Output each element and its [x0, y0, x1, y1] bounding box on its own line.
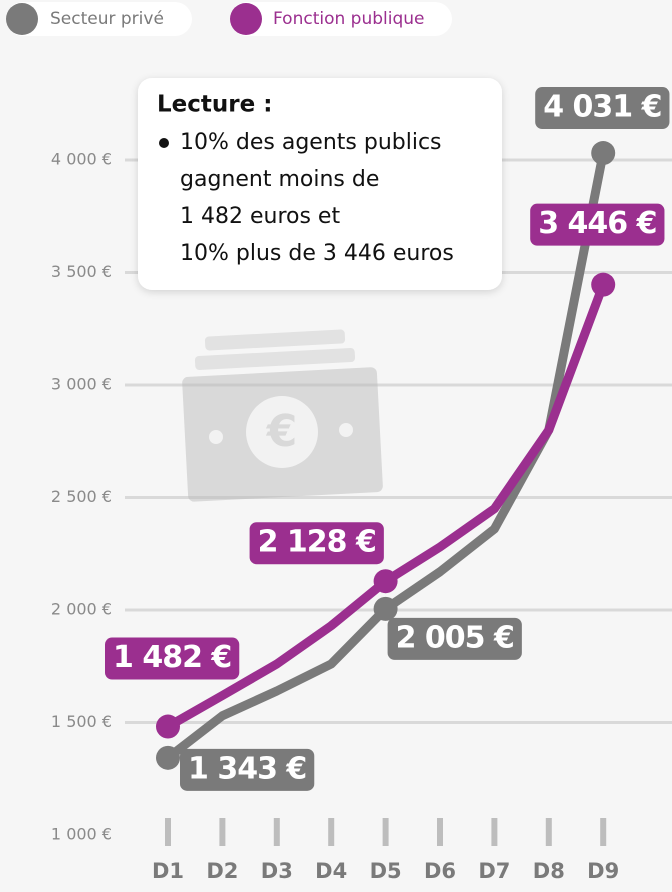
y-tick-label: 1 000 €	[51, 825, 112, 844]
annotation-title: Lecture :	[157, 92, 272, 118]
value-label: 4 031 €	[535, 87, 669, 129]
x-tick-label: D2	[206, 859, 238, 883]
y-tick-label: 3 500 €	[51, 262, 112, 281]
value-label: 1 343 €	[180, 749, 314, 791]
x-tick	[546, 818, 552, 846]
y-tick-label: 1 500 €	[51, 712, 112, 731]
chart: 1 000 € 1 500 € 2 000 € 2 500 € 3 000 € 3 500…	[0, 0, 672, 892]
value-label-text: 2 128 €	[258, 525, 376, 560]
annotation: Lecture : 10% des agents publics gagnent…	[138, 78, 502, 290]
value-label: 2 005 €	[388, 618, 522, 660]
x-tick	[165, 818, 171, 846]
x-tick-label: D9	[587, 859, 619, 883]
money-icon: €	[182, 329, 383, 502]
x-tick	[491, 818, 497, 846]
legend-label: Secteur privé	[50, 9, 164, 29]
y-tick-label: 2 000 €	[51, 600, 112, 619]
x-tick-label: D8	[533, 859, 565, 883]
point	[156, 746, 180, 770]
point	[591, 273, 615, 297]
legend-label: Fonction publique	[273, 9, 425, 29]
legend-swatch	[6, 3, 38, 35]
point	[591, 141, 615, 165]
value-label-text: 2 005 €	[396, 620, 514, 655]
annotation-line: 1 482 euros et	[180, 204, 340, 229]
value-label: 3 446 €	[530, 204, 664, 246]
bullet	[159, 138, 169, 148]
x-tick-label: D1	[152, 859, 184, 883]
x-tick	[437, 818, 443, 846]
value-label: 1 482 €	[105, 638, 239, 680]
annotation-line: 10% des agents publics	[180, 130, 442, 155]
value-label-text: 4 031 €	[543, 90, 661, 125]
x-tick-label: D6	[424, 859, 456, 883]
annotation-line: 10% plus de 3 446 euros	[180, 241, 454, 266]
annotation-line: gagnent moins de	[180, 167, 379, 192]
value-label-text: 1 343 €	[188, 751, 306, 786]
x-tick	[274, 818, 280, 846]
x-tick	[383, 818, 389, 846]
value-label: 2 128 €	[250, 522, 384, 564]
point	[374, 569, 398, 593]
y-tick-label: 3 000 €	[51, 375, 112, 394]
x-tick	[600, 818, 606, 846]
x-tick-label: D7	[478, 859, 510, 883]
y-tick-label: 4 000 €	[51, 150, 112, 169]
value-label-text: 3 446 €	[538, 206, 656, 241]
point	[374, 597, 398, 621]
point	[156, 715, 180, 739]
svg-text:€: €	[266, 406, 298, 457]
x-tick	[328, 818, 334, 846]
y-tick-label: 2 500 €	[51, 487, 112, 506]
legend-swatch	[230, 3, 262, 35]
value-label-text: 1 482 €	[113, 640, 231, 675]
x-tick-label: D3	[261, 859, 293, 883]
legend: Secteur privé Fonction publique	[6, 2, 452, 36]
x-tick-label: D5	[370, 859, 402, 883]
x-tick	[219, 818, 225, 846]
x-tick-label: D4	[315, 859, 347, 883]
